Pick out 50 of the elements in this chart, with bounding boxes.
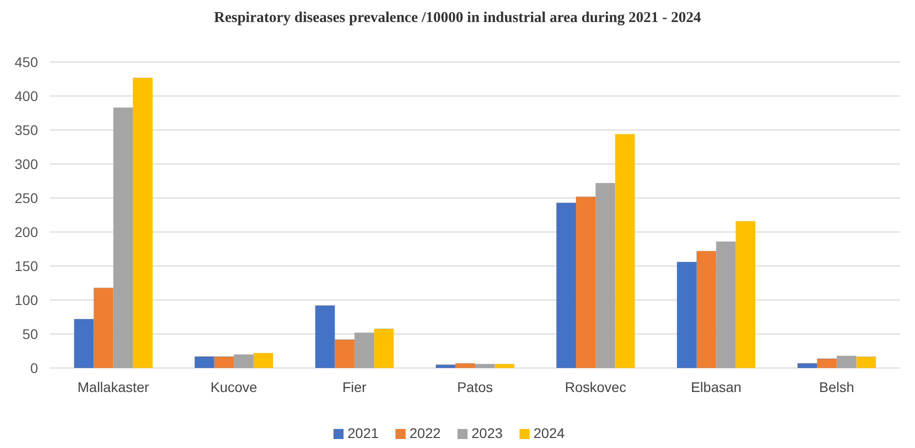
bar (194, 356, 214, 368)
y-tick-label: 300 (14, 156, 38, 172)
bar (455, 363, 475, 368)
bar (494, 364, 514, 368)
bar (374, 328, 394, 368)
x-tick-label: Roskovec (564, 379, 626, 395)
bar (94, 288, 114, 368)
x-tick-label: Patos (457, 379, 493, 395)
bar (334, 339, 354, 368)
bar (696, 251, 716, 368)
bar (132, 78, 152, 368)
bar (836, 356, 856, 368)
y-tick-label: 200 (14, 224, 38, 240)
bar (798, 363, 818, 368)
bar (475, 364, 495, 368)
bar (736, 221, 756, 368)
x-tick-label: Mallakaster (78, 379, 150, 395)
bar (253, 353, 274, 368)
bar (214, 356, 234, 368)
legend-label: 2023 (472, 425, 503, 441)
y-tick-label: 50 (22, 326, 38, 342)
legend-label: 2024 (534, 425, 565, 441)
bar (817, 358, 837, 368)
x-tick-label: Belsh (819, 379, 854, 395)
y-tick-label: 150 (14, 258, 38, 274)
bar (113, 108, 133, 368)
y-tick-label: 350 (14, 122, 38, 138)
x-tick-label: Fier (342, 379, 367, 395)
bar (676, 262, 697, 368)
bar (556, 202, 576, 368)
bar (436, 364, 456, 368)
chart-title: Respiratory diseases prevalence /10000 in industrial area during 2021 - 2024 (214, 10, 702, 26)
bar (576, 196, 596, 368)
y-tick-label: 100 (14, 292, 38, 308)
y-tick-label: 0 (30, 360, 38, 376)
bar (615, 134, 635, 368)
legend-label: 2022 (410, 425, 441, 441)
x-tick-label: Elbasan (690, 379, 742, 395)
y-tick-label: 250 (14, 190, 38, 206)
y-tick-label: 450 (14, 54, 38, 70)
bar (856, 356, 876, 368)
bar (596, 183, 616, 368)
y-tick-label: 400 (14, 88, 38, 104)
legend-label: 2021 (348, 425, 379, 441)
bar (74, 319, 94, 368)
bar (354, 332, 374, 368)
bar (315, 305, 335, 368)
bar (234, 354, 254, 368)
bar (716, 242, 736, 368)
x-tick-label: Kucove (210, 379, 258, 395)
